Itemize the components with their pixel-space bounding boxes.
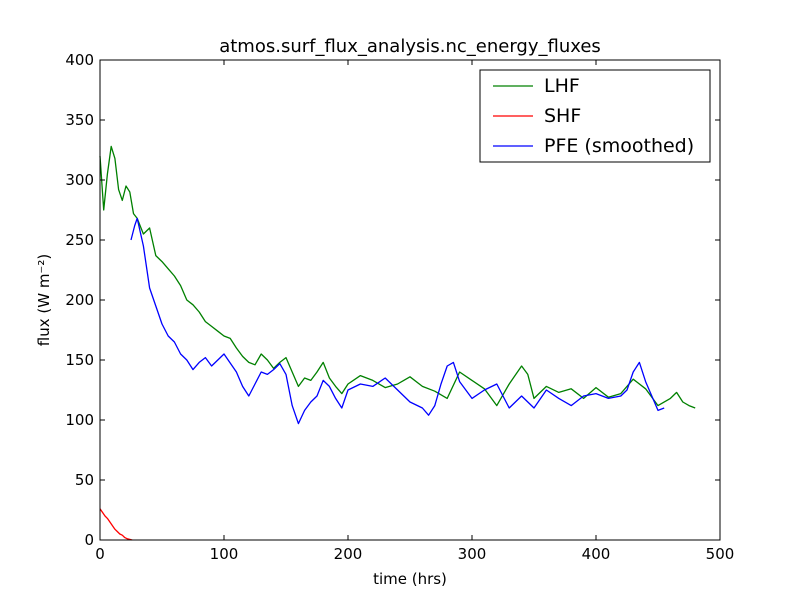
legend-label-shf: SHF	[544, 105, 581, 127]
x-tick-label: 500	[706, 545, 735, 563]
y-tick-label: 200	[65, 291, 94, 309]
x-tick-label: 200	[334, 545, 363, 563]
x-tick-label: 400	[582, 545, 611, 563]
y-tick-label: 300	[65, 171, 94, 189]
y-tick-label: 100	[65, 411, 94, 429]
legend-label-lhf: LHF	[544, 75, 580, 97]
legend: LHF SHF PFE (smoothed)	[479, 69, 711, 163]
chart-title: atmos.surf_flux_analysis.nc_energy_fluxe…	[219, 36, 601, 57]
x-tick-label: 0	[95, 545, 105, 563]
y-tick-label: 150	[65, 351, 94, 369]
y-axis: 0 50 100 150 200 250 300 350 400	[65, 51, 720, 549]
series-line-lhf	[99, 145, 696, 409]
series-layer	[99, 145, 696, 541]
y-axis-label: flux (W m⁻²)	[35, 254, 53, 346]
x-axis: 0 100 200 300 400 500	[95, 60, 734, 563]
legend-label-pfe: PFE (smoothed)	[544, 135, 694, 157]
x-axis-label: time (hrs)	[373, 570, 447, 588]
x-tick-label: 300	[458, 545, 487, 563]
y-tick-label: 50	[75, 471, 94, 489]
y-tick-label: 250	[65, 231, 94, 249]
x-tick-label: 100	[210, 545, 239, 563]
y-tick-label: 0	[84, 531, 94, 549]
series-line-shf	[99, 508, 133, 541]
series-line-pfe-smoothed	[130, 217, 665, 425]
y-tick-label: 400	[65, 51, 94, 69]
y-tick-label: 350	[65, 111, 94, 129]
